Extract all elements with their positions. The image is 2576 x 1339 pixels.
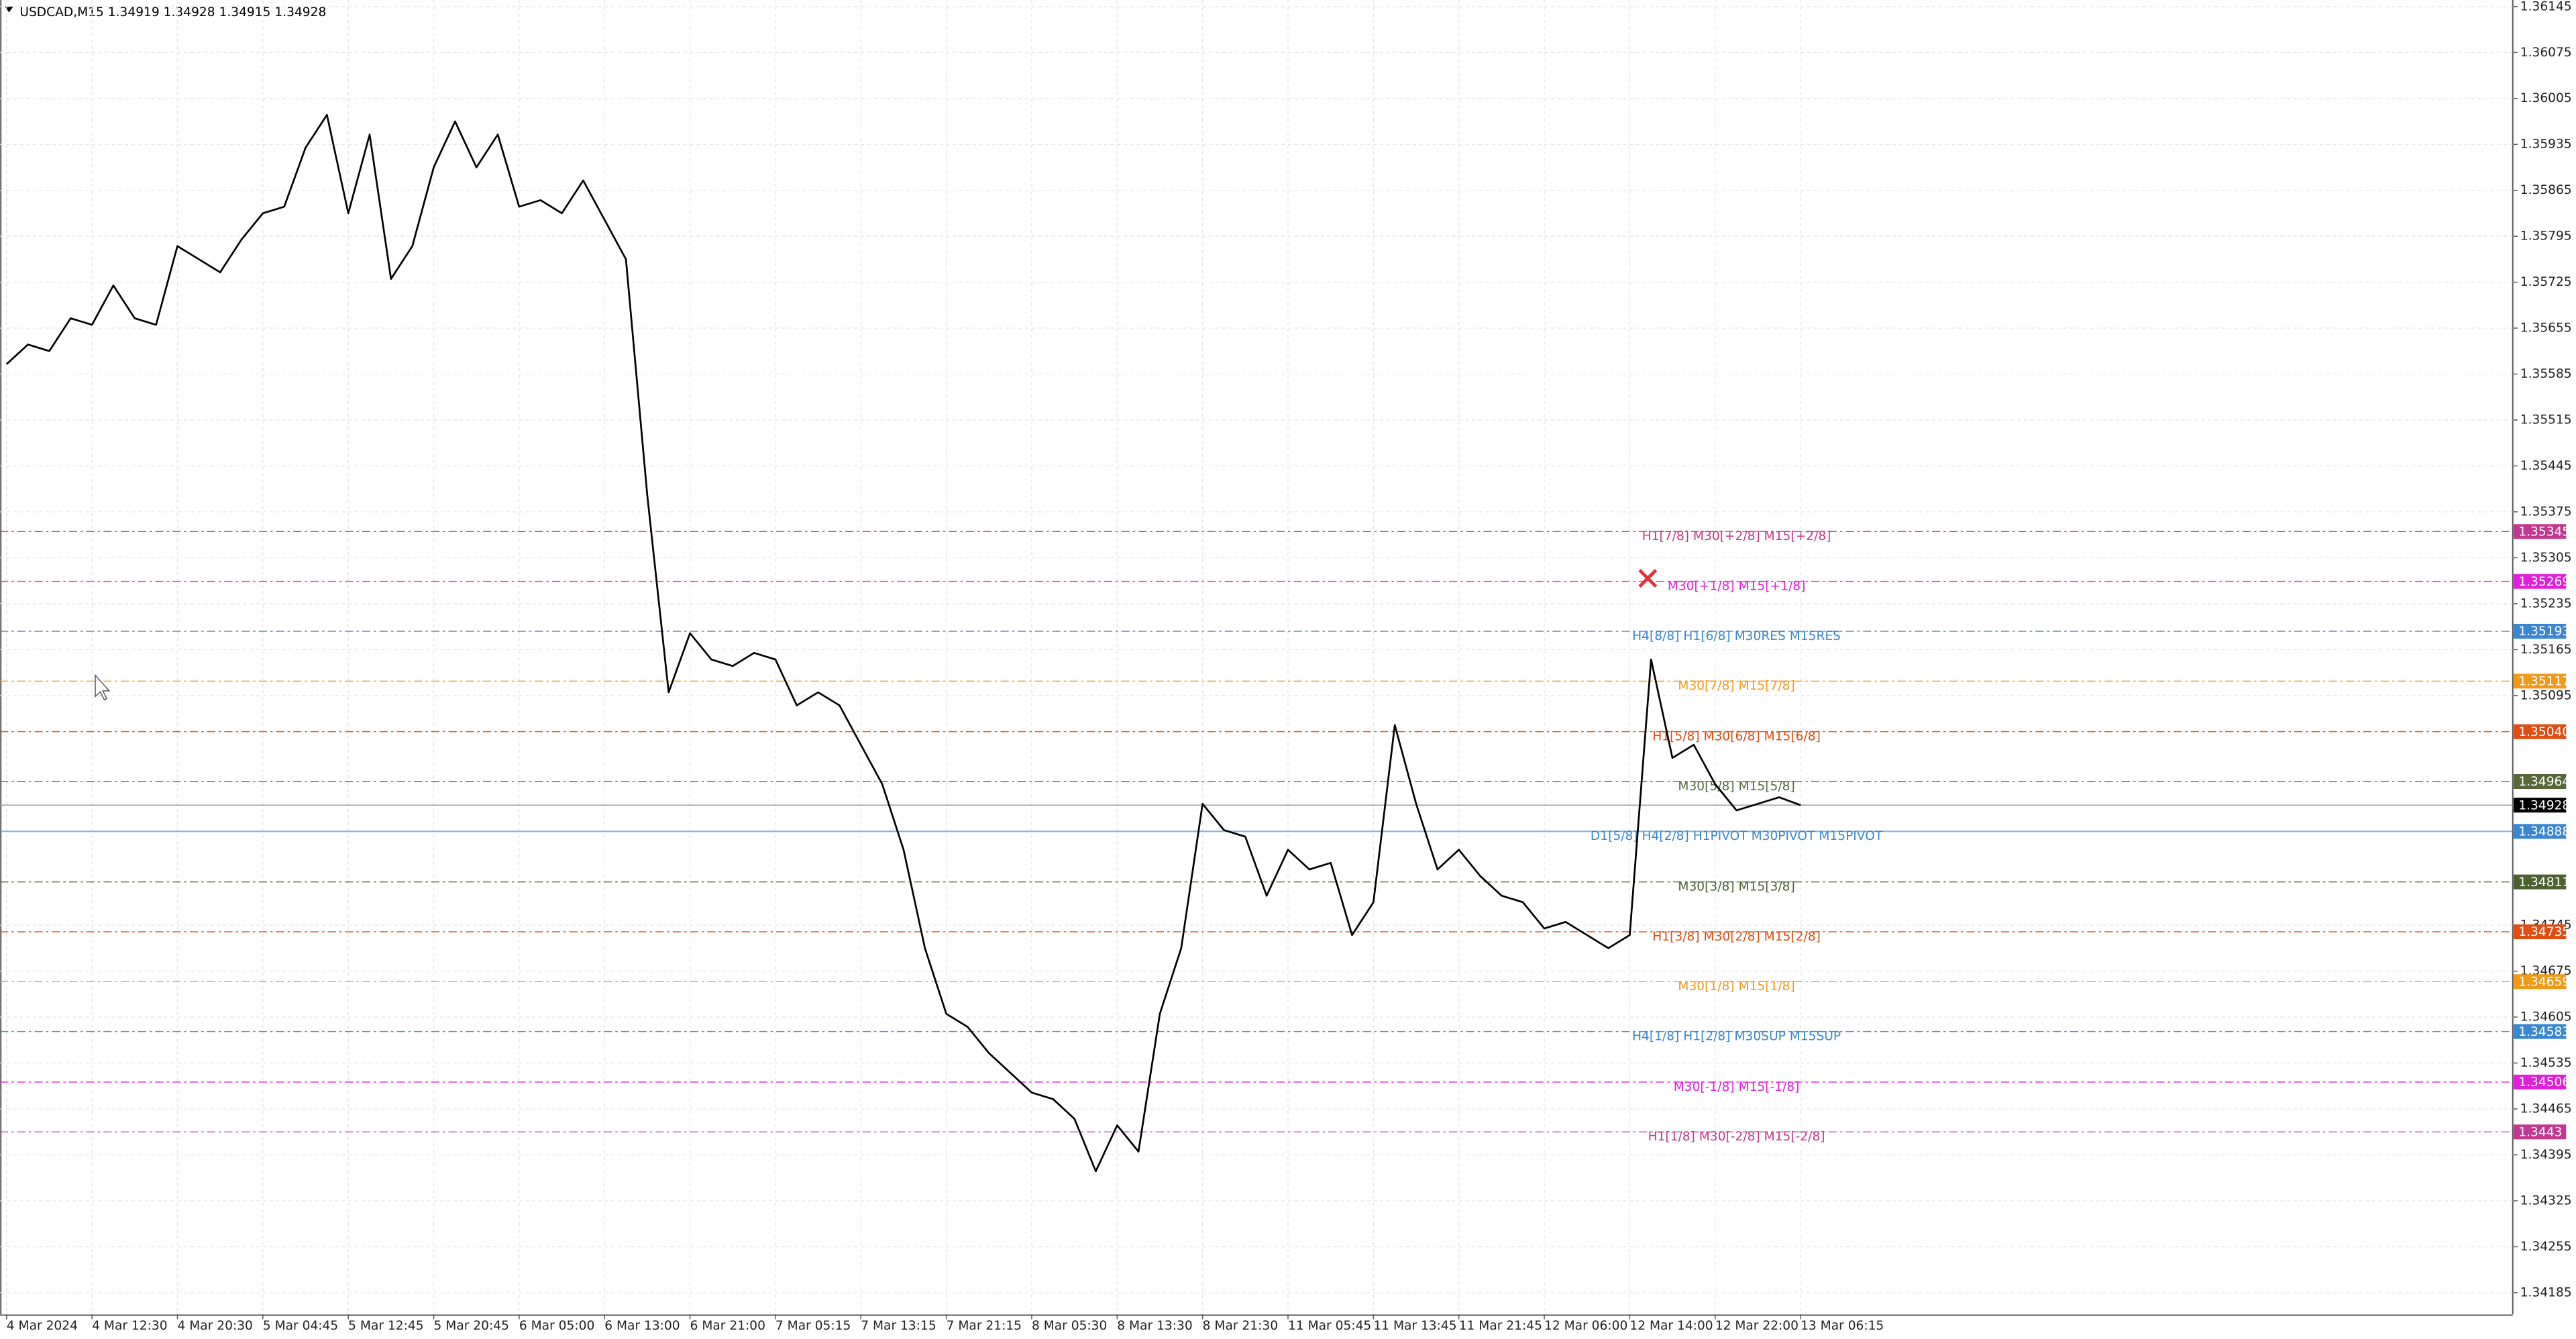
x-tick-label: 12 Mar 06:00 [1544,1319,1627,1333]
x-tick-label: 5 Mar 12:45 [348,1319,423,1333]
level-label: M30[5/8] M15[5/8] [1678,780,1794,794]
y-tick-label: 1.35235 [2520,596,2572,610]
x-tick-label: 4 Mar 2024 [7,1319,78,1333]
x-tick-label: 7 Mar 21:15 [947,1319,1022,1333]
y-tick-label: 1.35725 [2520,275,2572,289]
level-label: M30[-1/8] M15[-1/8] [1674,1080,1800,1094]
y-tick-label: 1.35375 [2520,504,2572,519]
price-box [2513,824,2567,839]
x-tick-label: 5 Mar 20:45 [434,1319,509,1333]
price-box-label: 1.35040 [2518,725,2570,739]
y-tick-label: 1.35935 [2520,138,2572,152]
y-tick-label: 1.34255 [2520,1240,2572,1254]
level-label: H1[1/8] M30[-2/8] M15[-2/8] [1648,1130,1825,1144]
price-box [2513,524,2567,539]
price-box [2513,924,2567,939]
x-tick-label: 11 Mar 05:45 [1288,1319,1371,1333]
y-tick-label: 1.35445 [2520,459,2572,473]
y-tick-label: 1.34185 [2520,1285,2572,1299]
y-tick-label: 1.36075 [2520,46,2572,60]
price-box [2513,674,2567,689]
x-tick-label: 8 Mar 05:30 [1032,1319,1107,1333]
x-tick-label: 13 Mar 06:15 [1801,1319,1884,1333]
x-tick-label: 8 Mar 21:30 [1203,1319,1278,1333]
price-box-label: 1.35269 [2518,575,2570,589]
price-box-label: 1.34583 [2518,1025,2570,1039]
x-tick-label: 11 Mar 13:45 [1373,1319,1456,1333]
x-tick-label: 4 Mar 12:30 [92,1319,167,1333]
chart-title: USDCAD,M15 1.34919 1.34928 1.34915 1.349… [19,5,326,19]
price-box [2513,974,2567,989]
level-label: H4[8/8] H1[6/8] M30RES M15RES [1632,629,1841,643]
price-box [2513,1024,2567,1039]
y-tick-label: 1.34605 [2520,1010,2572,1024]
price-box-label: 1.34964 [2518,775,2570,789]
y-tick-label: 1.35095 [2520,688,2572,702]
price-box [2513,1074,2567,1089]
x-tick-label: 6 Mar 13:00 [604,1319,680,1333]
price-box-label: 1.35193 [2518,625,2570,639]
price-box [2513,724,2567,739]
y-tick-label: 1.35865 [2520,183,2572,197]
y-tick-label: 1.34535 [2520,1056,2572,1070]
mouse-cursor [95,674,111,701]
last-price-label: 1.34928 [2518,798,2570,812]
y-tick-label: 1.35305 [2520,551,2572,565]
price-box-label: 1.34735 [2518,925,2570,939]
x-tick-label: 7 Mar 13:15 [861,1319,936,1333]
price-box-label: 1.35117 [2518,675,2570,689]
y-tick-label: 1.35795 [2520,229,2572,244]
price-box-label: 1.35345 [2518,525,2570,539]
price-box-label: 1.34811 [2518,875,2570,890]
level-label: M30[1/8] M15[1/8] [1678,979,1794,994]
x-tick-label: 6 Mar 21:00 [690,1319,765,1333]
level-label: H1[3/8] M30[2/8] M15[2/8] [1652,930,1821,944]
y-tick-label: 1.35655 [2520,321,2572,335]
level-label: D1[5/8] H4[2/8] H1PIVOT M30PIVOT M15PIVO… [1591,829,1883,843]
x-tick-label: 6 Mar 05:00 [519,1319,594,1333]
level-label: M30[+1/8] M15[+1/8] [1668,580,1806,594]
price-box [2513,623,2567,639]
y-tick-label: 1.34395 [2520,1148,2572,1162]
price-box [2513,874,2567,890]
level-label: H1[5/8] M30[6/8] M15[6/8] [1652,729,1821,743]
y-tick-label: 1.35585 [2520,367,2572,381]
y-tick-label: 1.35165 [2520,643,2572,657]
price-box-label: 1.3443 [2518,1126,2562,1140]
level-label: H1[7/8] M30[+2/8] M15[+2/8] [1642,529,1831,543]
x-tick-label: 7 Mar 05:15 [775,1319,851,1333]
level-label: M30[3/8] M15[3/8] [1678,879,1794,894]
price-box-label: 1.34888 [2518,825,2570,839]
y-tick-label: 1.34325 [2520,1194,2572,1208]
price-box-label: 1.34506 [2518,1075,2570,1089]
level-label: M30[7/8] M15[7/8] [1678,679,1794,693]
last-price-box [2513,798,2567,813]
price-box [2513,1124,2567,1140]
price-box [2513,773,2567,790]
price-box-label: 1.34659 [2518,975,2570,989]
y-tick-label: 1.35515 [2520,413,2572,427]
x-tick-label: 11 Mar 21:45 [1459,1319,1542,1333]
y-tick-label: 1.34465 [2520,1102,2572,1116]
x-tick-label: 8 Mar 13:30 [1117,1319,1192,1333]
x-tick-label: 4 Mar 20:30 [177,1319,252,1333]
x-tick-label: 12 Mar 22:00 [1715,1319,1799,1333]
x-tick-label: 12 Mar 14:00 [1629,1319,1713,1333]
price-box [2513,574,2567,589]
y-tick-label: 1.36145 [2520,0,2572,13]
level-label: H4[1/8] H1[2/8] M30SUP M15SUP [1632,1029,1841,1043]
price-line [5,113,1801,1173]
trade-marker [1638,569,1658,588]
y-tick-label: 1.36005 [2520,91,2572,105]
x-tick-label: 5 Mar 04:45 [263,1319,338,1333]
